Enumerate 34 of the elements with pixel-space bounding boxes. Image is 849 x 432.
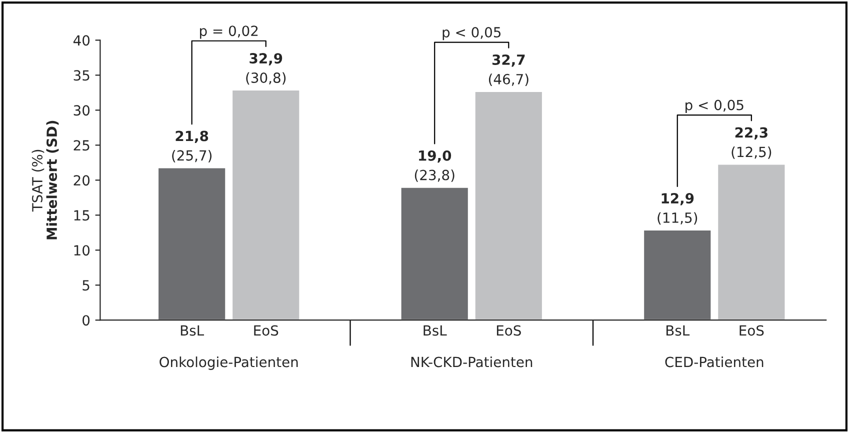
- text: BsL: [666, 325, 690, 336]
- bar: [716, 163, 786, 320]
- data-label: 32,9 (30,8): [246, 53, 286, 85]
- text: p = 0,02: [200, 26, 258, 39]
- data-label: 22,3 (12,5): [732, 127, 772, 159]
- y-tick-label: 20: [74, 175, 90, 186]
- series-label: EoS: [254, 325, 278, 336]
- y-tick-label: 15: [74, 210, 90, 221]
- bar: [157, 166, 227, 320]
- y-tick-label: 5: [82, 280, 90, 291]
- data-label: 32,7 (46,7): [488, 54, 528, 86]
- y-tick-label: 35: [74, 70, 90, 81]
- text: EoS: [496, 325, 521, 336]
- y-tick-label: 30: [74, 105, 90, 116]
- annotation: p < 0,05: [686, 100, 744, 113]
- data-label: 12,9 (11,5): [658, 193, 698, 225]
- bar: [400, 186, 470, 320]
- data-label: 19,0 (23,8): [414, 150, 454, 182]
- bar: [231, 89, 301, 320]
- data-label: 21,8 (25,7): [172, 130, 212, 162]
- y-axis-title: TSAT (%) Mittelwert (SD): [32, 120, 59, 240]
- x-tick-label: Onkologie-Patienten: [160, 356, 298, 370]
- bar: [474, 90, 544, 320]
- series-label: BsL: [180, 325, 204, 336]
- y-tick-label: 25: [74, 140, 90, 151]
- y-tick-label: 10: [74, 245, 90, 256]
- x-tick-label: NK-CKD-Patienten: [411, 356, 532, 368]
- text: p < 0,05: [442, 26, 501, 40]
- bar: [642, 229, 712, 320]
- text: BsL: [424, 325, 447, 336]
- y-tick-label: 0: [82, 315, 90, 326]
- text: EoS: [740, 325, 764, 336]
- y-tick-label: 40: [73, 35, 90, 46]
- x-tick-label: CED-Patienten: [665, 356, 764, 368]
